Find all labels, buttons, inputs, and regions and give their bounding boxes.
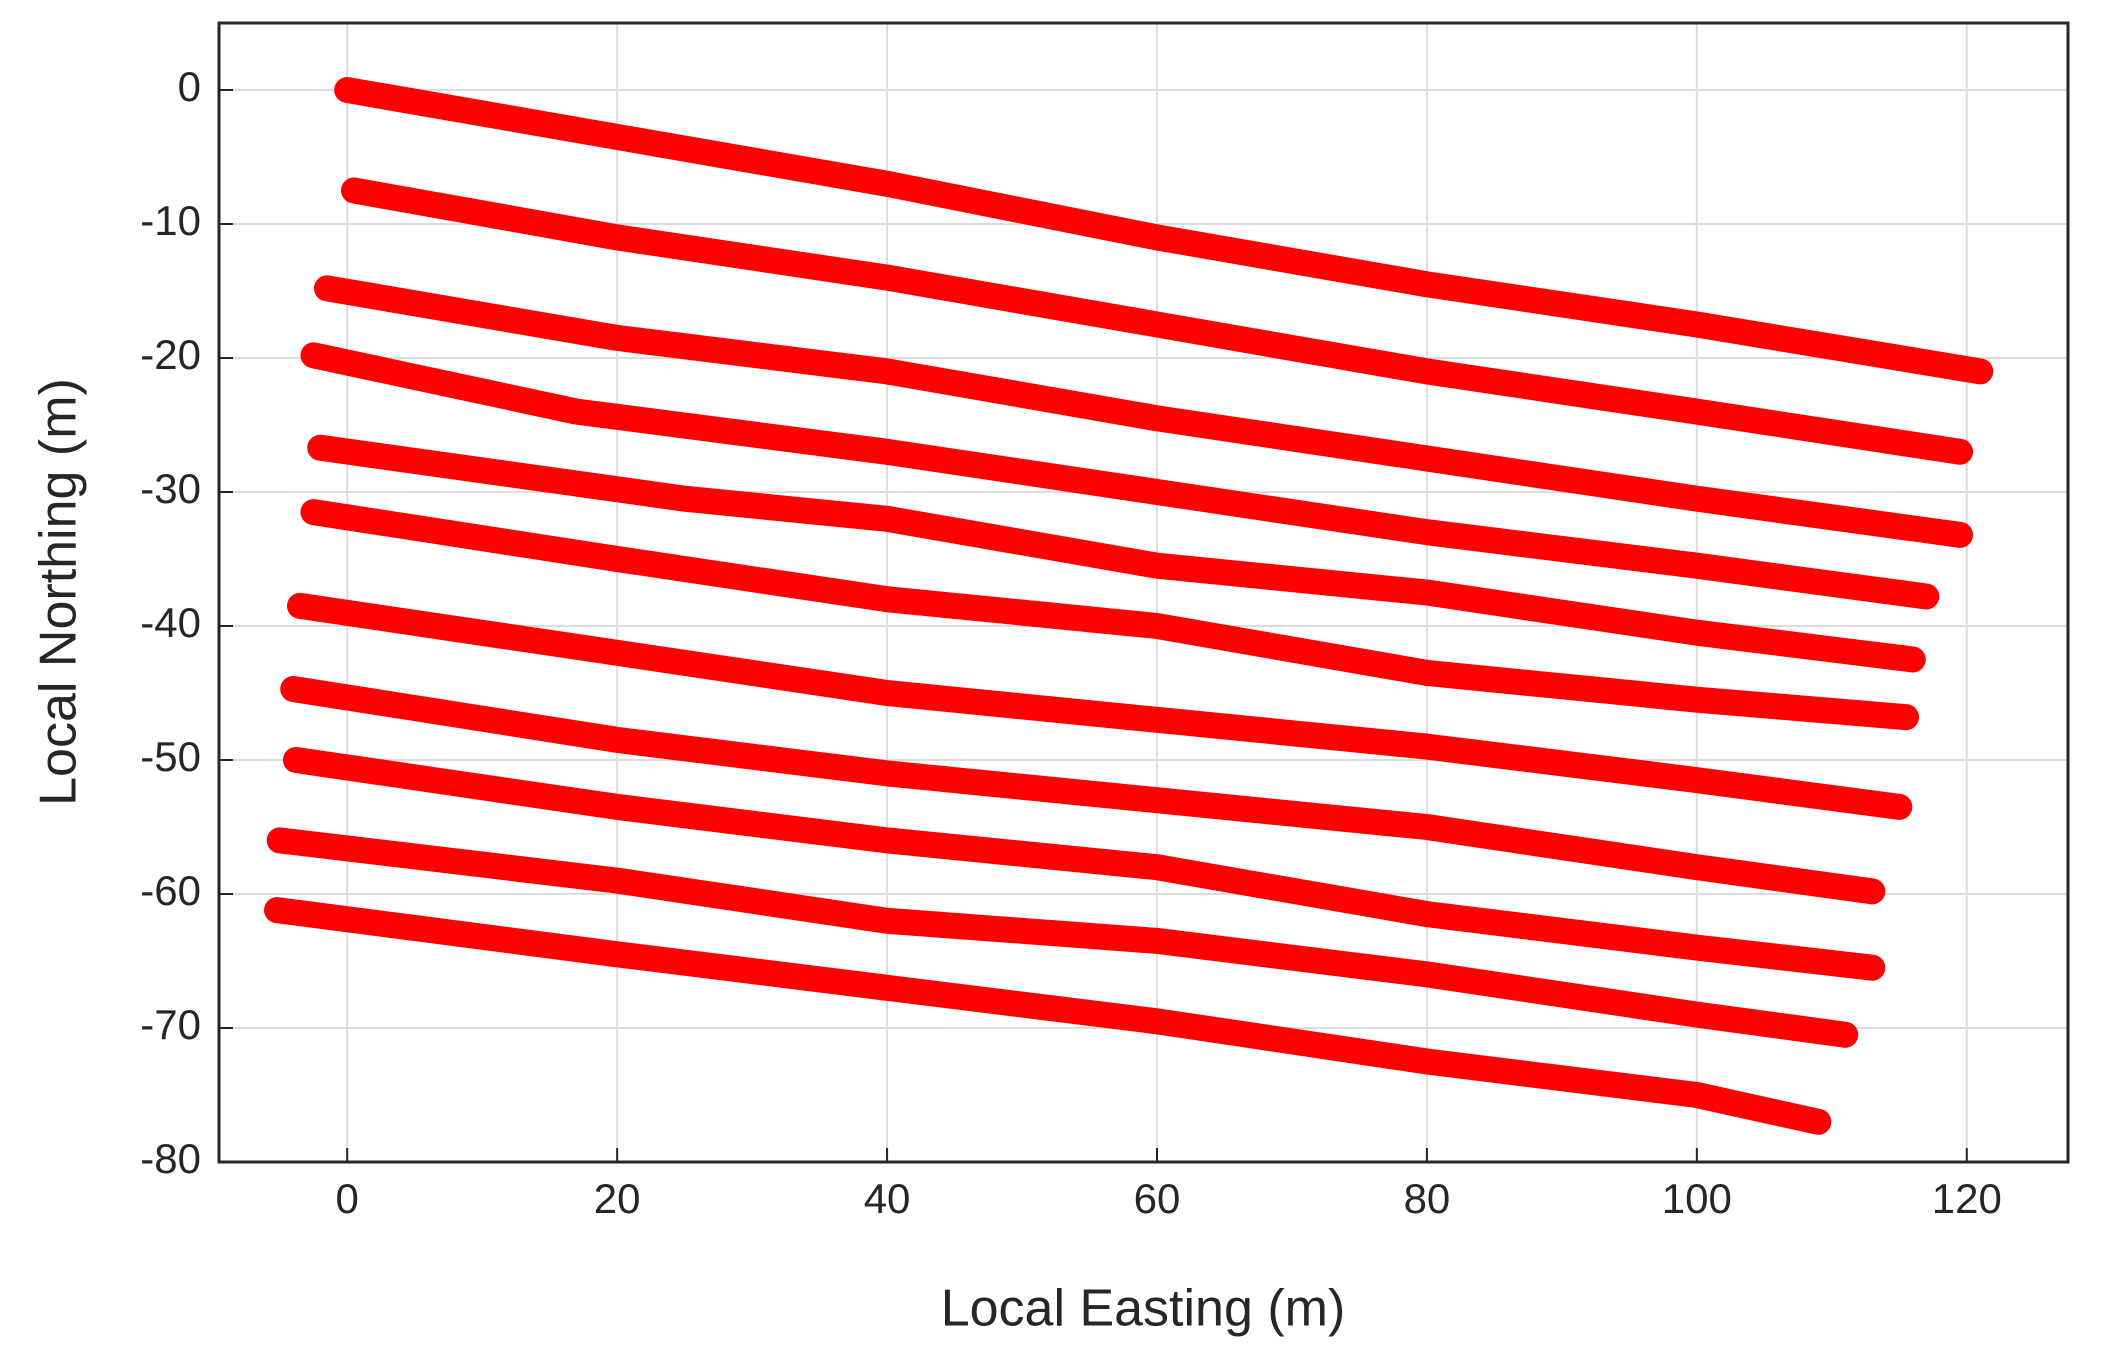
y-tick-label: -70 (140, 1001, 201, 1048)
y-tick-label: -60 (140, 867, 201, 914)
x-tick-label: 60 (1134, 1175, 1181, 1222)
plot-area (219, 23, 2068, 1162)
track-line (286, 592, 1913, 820)
track-line (282, 747, 1886, 981)
x-tick-label: 0 (336, 1175, 359, 1222)
x-tick-label: 80 (1404, 1175, 1451, 1222)
track-line (334, 77, 1994, 385)
track-line (313, 275, 1974, 548)
y-tick-label: -10 (140, 197, 201, 244)
y-tick-label: -80 (140, 1135, 201, 1182)
track-line (300, 342, 1940, 610)
x-tick-label: 20 (594, 1175, 641, 1222)
y-tick-label: -20 (140, 331, 201, 378)
track-line (266, 827, 1859, 1048)
track-line (307, 434, 1926, 673)
y-tick-label: -40 (140, 599, 201, 646)
x-tick-label: 40 (864, 1175, 911, 1222)
y-axis-label: Local Northing (m) (30, 378, 88, 806)
x-axis-label: Local Easting (m) (941, 1280, 1346, 1338)
x-tick-label: 100 (1662, 1175, 1732, 1222)
plot-border (217, 21, 2070, 1164)
track-line (340, 177, 1974, 465)
y-tick-label: -50 (140, 733, 201, 780)
track-line (264, 897, 1832, 1135)
y-tick-label: 0 (178, 63, 201, 110)
track-line (300, 499, 1920, 731)
y-tick-label: -30 (140, 465, 201, 512)
x-tick-label: 120 (1932, 1175, 2002, 1222)
track-line (280, 675, 1886, 905)
